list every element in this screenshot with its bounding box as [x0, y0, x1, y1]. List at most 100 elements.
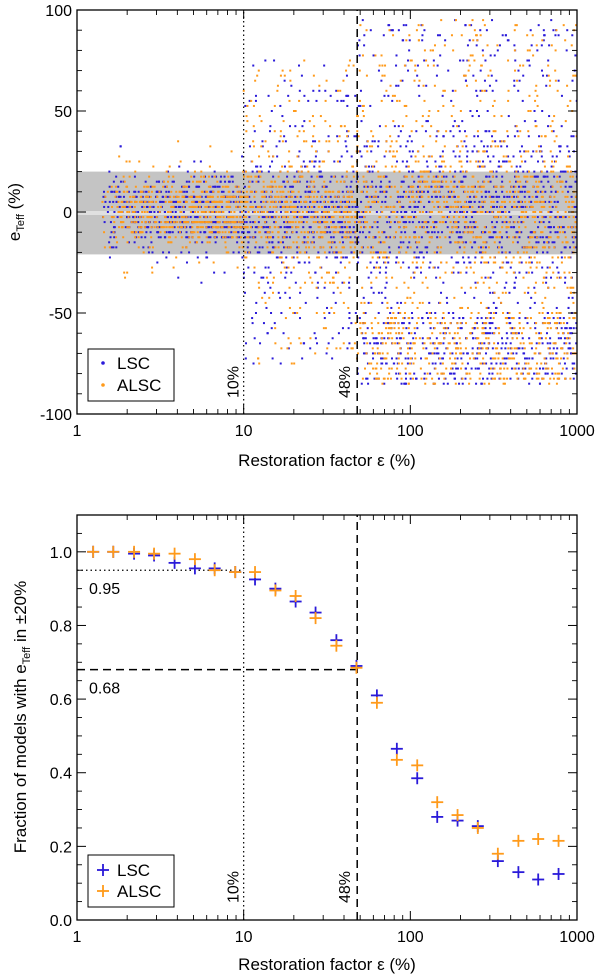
- scatter-point: [214, 185, 217, 188]
- scatter-point: [505, 322, 508, 325]
- scatter-point: [283, 135, 286, 138]
- scatter-point: [257, 357, 260, 360]
- scatter-point: [213, 231, 216, 234]
- scatter-point: [496, 236, 499, 239]
- scatter-point: [122, 175, 125, 178]
- scatter-point: [490, 74, 493, 77]
- scatter-point: [319, 170, 322, 173]
- scatter-point: [397, 261, 400, 264]
- scatter-point: [156, 226, 159, 229]
- scatter-point: [375, 251, 378, 254]
- scatter-point: [254, 246, 257, 249]
- scatter-point: [213, 170, 216, 173]
- scatter-point: [215, 236, 218, 239]
- scatter-point: [272, 200, 275, 203]
- scatter-point: [521, 347, 524, 350]
- scatter-point: [458, 246, 461, 249]
- scatter-point: [537, 377, 540, 380]
- scatter-point: [346, 200, 349, 203]
- scatter-point: [547, 180, 550, 183]
- scatter-point: [453, 337, 456, 340]
- scatter-point: [263, 291, 266, 294]
- scatter-point: [428, 322, 431, 325]
- scatter-point: [333, 175, 336, 178]
- scatter-point: [241, 221, 244, 224]
- scatter-point: [434, 362, 437, 365]
- scatter-point: [260, 226, 263, 229]
- scatter-point: [496, 372, 499, 375]
- scatter-point: [558, 226, 561, 229]
- scatter-point: [565, 337, 568, 340]
- scatter-point: [271, 357, 274, 360]
- scatter-point: [246, 104, 249, 107]
- scatter-point: [541, 190, 544, 193]
- scatter-point: [382, 34, 385, 37]
- scatter-point: [308, 261, 311, 264]
- scatter-point: [342, 79, 345, 82]
- scatter-point: [406, 246, 409, 249]
- scatter-point: [472, 185, 475, 188]
- scatter-point: [112, 216, 115, 219]
- scatter-point: [199, 216, 202, 219]
- scatter-point: [344, 200, 347, 203]
- scatter-point: [232, 216, 235, 219]
- scatter-point: [526, 49, 529, 52]
- scatter-point: [572, 317, 575, 320]
- scatter-point: [432, 64, 435, 67]
- scatter-point: [414, 155, 417, 158]
- scatter-point: [128, 160, 131, 163]
- scatter-point: [236, 190, 239, 193]
- scatter-point: [464, 377, 467, 380]
- scatter-point: [377, 266, 380, 269]
- scatter-point: [286, 180, 289, 183]
- scatter-point: [355, 135, 358, 138]
- scatter-point: [552, 377, 555, 380]
- scatter-point: [494, 231, 497, 234]
- scatter-point: [514, 276, 517, 279]
- scatter-point: [186, 221, 189, 224]
- scatter-point: [380, 357, 383, 360]
- scatter-point: [118, 195, 121, 198]
- scatter-point: [468, 200, 471, 203]
- scatter-point: [285, 236, 288, 239]
- scatter-point: [246, 200, 249, 203]
- scatter-point: [183, 216, 186, 219]
- scatter-point: [314, 140, 317, 143]
- scatter-point: [456, 322, 459, 325]
- scatter-point: [408, 236, 411, 239]
- scatter-point: [260, 236, 263, 239]
- scatter-point: [266, 211, 269, 213]
- scatter-point: [268, 185, 271, 188]
- scatter-point: [361, 110, 364, 112]
- scatter-point: [410, 347, 413, 350]
- scatter-point: [334, 205, 337, 208]
- scatter-point: [117, 211, 120, 213]
- scatter-point: [323, 205, 326, 208]
- scatter-point: [247, 211, 250, 213]
- scatter-point: [531, 357, 534, 360]
- scatter-point: [566, 357, 569, 360]
- scatter-point: [164, 185, 167, 188]
- scatter-point: [210, 190, 213, 193]
- scatter-point: [477, 337, 480, 340]
- scatter-point: [370, 130, 373, 133]
- scatter-point: [383, 357, 386, 360]
- scatter-point: [575, 342, 577, 345]
- scatter-point: [464, 347, 467, 350]
- scatter-point: [250, 175, 253, 178]
- scatter-point: [345, 216, 348, 219]
- scatter-point: [465, 226, 468, 229]
- scatter-point: [360, 246, 363, 249]
- scatter-point: [449, 170, 452, 173]
- scatter-point: [165, 190, 168, 193]
- scatter-point: [519, 150, 522, 153]
- scatter-point: [416, 185, 419, 188]
- scatter-point: [271, 251, 274, 254]
- scatter-point: [261, 145, 264, 148]
- scatter-point: [470, 312, 473, 314]
- scatter-point: [261, 195, 264, 198]
- scatter-point: [284, 205, 287, 208]
- scatter-point: [235, 205, 238, 208]
- scatter-point: [570, 327, 573, 330]
- scatter-point: [460, 236, 463, 239]
